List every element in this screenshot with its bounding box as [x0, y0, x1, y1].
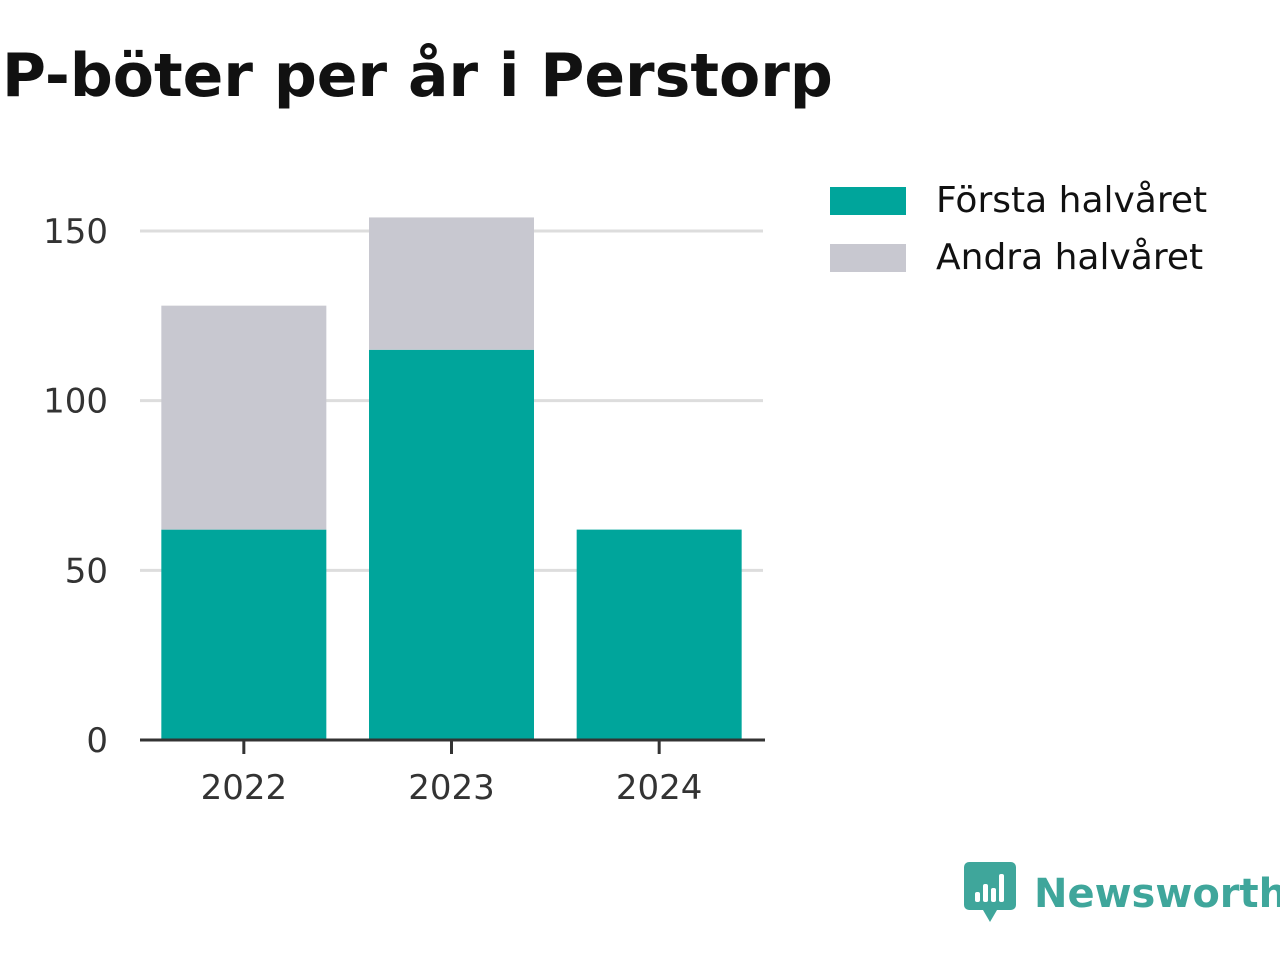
x-tick-label-2024: 2024	[616, 768, 703, 808]
brand-logo: Newsworthy	[964, 862, 1280, 926]
legend-item-second-half: Andra halvåret	[830, 229, 1207, 286]
legend-item-first-half: Första halvåret	[830, 172, 1207, 229]
legend-label-first-half: Första halvåret	[936, 180, 1208, 221]
bar-2024-series-1	[576, 529, 742, 740]
x-tick-label-2022: 2022	[201, 768, 288, 808]
legend-swatch-first-half	[830, 186, 906, 215]
bar-2023-series-1	[369, 349, 534, 740]
legend-swatch-second-half	[830, 243, 906, 272]
bar-2022-series-2	[161, 305, 327, 530]
y-tick-label-100: 100	[43, 382, 108, 422]
y-tick-label-0: 0	[86, 721, 108, 761]
chart-title: P-böter per år i Perstorp	[2, 41, 833, 111]
bar-2022-series-1	[161, 529, 327, 740]
x-tick-label-2023: 2023	[408, 768, 495, 808]
legend: Första halvåret Andra halvåret	[830, 172, 1207, 286]
stacked-bar-chart: 0 50 100 150 2022 2023 2024	[43, 212, 765, 808]
y-tick-label-50: 50	[65, 551, 108, 591]
y-tick-label-150: 150	[43, 212, 108, 252]
bar-2023-series-2	[369, 217, 534, 350]
brand-name: Newsworthy	[1034, 871, 1280, 917]
newsworthy-logo-icon	[964, 862, 1016, 926]
legend-label-second-half: Andra halvåret	[936, 237, 1204, 278]
